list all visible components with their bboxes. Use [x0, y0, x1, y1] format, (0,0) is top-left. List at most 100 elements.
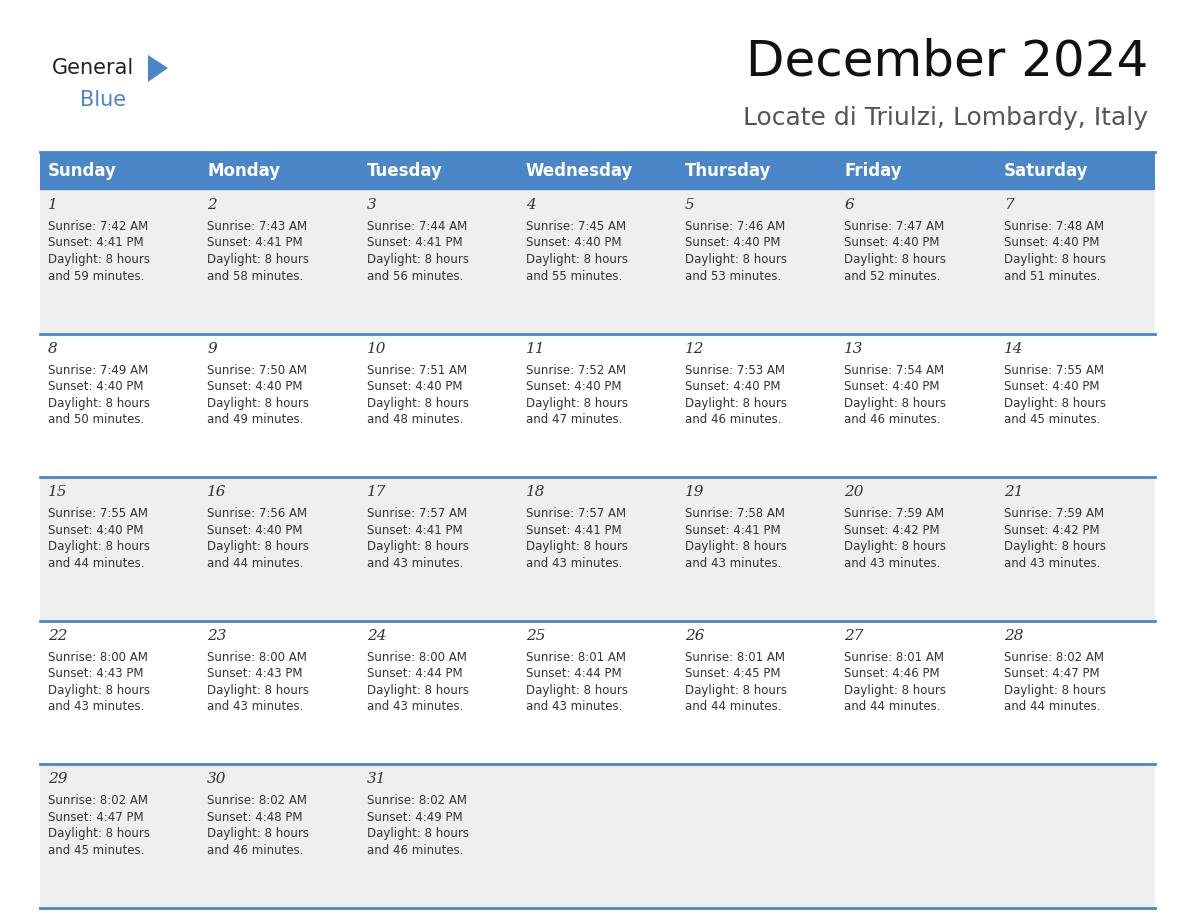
Text: 3: 3 [367, 198, 377, 212]
Text: Saturday: Saturday [1004, 162, 1088, 180]
Text: and 55 minutes.: and 55 minutes. [526, 270, 623, 283]
Text: and 46 minutes.: and 46 minutes. [367, 844, 463, 856]
Text: 17: 17 [367, 486, 386, 499]
Text: Sunrise: 7:58 AM: Sunrise: 7:58 AM [685, 508, 785, 521]
Text: and 47 minutes.: and 47 minutes. [526, 413, 623, 426]
Text: Daylight: 8 hours: Daylight: 8 hours [367, 397, 468, 409]
Text: 14: 14 [1004, 341, 1023, 355]
Text: Daylight: 8 hours: Daylight: 8 hours [207, 253, 309, 266]
Text: Sunrise: 7:46 AM: Sunrise: 7:46 AM [685, 220, 785, 233]
Text: Daylight: 8 hours: Daylight: 8 hours [685, 397, 788, 409]
Text: Sunrise: 8:00 AM: Sunrise: 8:00 AM [367, 651, 467, 664]
Text: 21: 21 [1004, 486, 1023, 499]
Text: Sunrise: 8:00 AM: Sunrise: 8:00 AM [207, 651, 308, 664]
Text: Daylight: 8 hours: Daylight: 8 hours [1004, 397, 1106, 409]
Text: Daylight: 8 hours: Daylight: 8 hours [207, 397, 309, 409]
Text: and 43 minutes.: and 43 minutes. [367, 700, 463, 713]
Text: Daylight: 8 hours: Daylight: 8 hours [48, 540, 150, 554]
Text: Sunrise: 7:50 AM: Sunrise: 7:50 AM [207, 364, 308, 376]
Text: 1: 1 [48, 198, 58, 212]
Text: 20: 20 [845, 486, 864, 499]
Text: 18: 18 [526, 486, 545, 499]
Text: Sunrise: 7:49 AM: Sunrise: 7:49 AM [48, 364, 148, 376]
Bar [40, 621, 1155, 765]
Text: Sunrise: 7:55 AM: Sunrise: 7:55 AM [48, 508, 148, 521]
Text: Daylight: 8 hours: Daylight: 8 hours [48, 397, 150, 409]
Text: Sunset: 4:47 PM: Sunset: 4:47 PM [48, 811, 144, 823]
Text: Sunset: 4:42 PM: Sunset: 4:42 PM [845, 523, 940, 537]
Text: Sunrise: 7:54 AM: Sunrise: 7:54 AM [845, 364, 944, 376]
Text: Daylight: 8 hours: Daylight: 8 hours [845, 397, 947, 409]
Text: Sunrise: 7:52 AM: Sunrise: 7:52 AM [526, 364, 626, 376]
Text: Sunset: 4:48 PM: Sunset: 4:48 PM [207, 811, 303, 823]
Text: 7: 7 [1004, 198, 1013, 212]
Text: Friday: Friday [845, 162, 902, 180]
Text: Sunrise: 7:47 AM: Sunrise: 7:47 AM [845, 220, 944, 233]
Text: Daylight: 8 hours: Daylight: 8 hours [685, 540, 788, 554]
Text: Daylight: 8 hours: Daylight: 8 hours [526, 397, 627, 409]
Text: Daylight: 8 hours: Daylight: 8 hours [367, 253, 468, 266]
Text: Daylight: 8 hours: Daylight: 8 hours [685, 253, 788, 266]
Text: Daylight: 8 hours: Daylight: 8 hours [367, 684, 468, 697]
Text: Daylight: 8 hours: Daylight: 8 hours [367, 540, 468, 554]
Text: Sunrise: 8:02 AM: Sunrise: 8:02 AM [1004, 651, 1104, 664]
Text: 27: 27 [845, 629, 864, 643]
Text: 6: 6 [845, 198, 854, 212]
Text: Sunrise: 7:55 AM: Sunrise: 7:55 AM [1004, 364, 1104, 376]
Text: Sunrise: 8:01 AM: Sunrise: 8:01 AM [845, 651, 944, 664]
Text: Sunset: 4:40 PM: Sunset: 4:40 PM [1004, 380, 1099, 393]
Text: 15: 15 [48, 486, 68, 499]
Text: Daylight: 8 hours: Daylight: 8 hours [845, 253, 947, 266]
Text: Sunrise: 7:43 AM: Sunrise: 7:43 AM [207, 220, 308, 233]
Bar [40, 333, 1155, 477]
Text: and 45 minutes.: and 45 minutes. [1004, 413, 1100, 426]
Text: 4: 4 [526, 198, 536, 212]
Bar [40, 765, 1155, 908]
Text: Sunset: 4:41 PM: Sunset: 4:41 PM [526, 523, 621, 537]
Text: Locate di Triulzi, Lombardy, Italy: Locate di Triulzi, Lombardy, Italy [742, 106, 1148, 130]
Text: and 46 minutes.: and 46 minutes. [845, 413, 941, 426]
Text: Sunset: 4:45 PM: Sunset: 4:45 PM [685, 667, 781, 680]
Text: Sunset: 4:40 PM: Sunset: 4:40 PM [1004, 237, 1099, 250]
Text: Sunrise: 7:56 AM: Sunrise: 7:56 AM [207, 508, 308, 521]
Text: Sunrise: 8:02 AM: Sunrise: 8:02 AM [207, 794, 308, 808]
Text: Thursday: Thursday [685, 162, 771, 180]
Text: Sunset: 4:40 PM: Sunset: 4:40 PM [207, 380, 303, 393]
Text: and 43 minutes.: and 43 minutes. [207, 700, 304, 713]
Text: Sunset: 4:40 PM: Sunset: 4:40 PM [48, 523, 144, 537]
Text: Sunset: 4:43 PM: Sunset: 4:43 PM [48, 667, 144, 680]
Text: and 43 minutes.: and 43 minutes. [845, 556, 941, 570]
Text: and 43 minutes.: and 43 minutes. [1004, 556, 1100, 570]
Polygon shape [148, 55, 168, 82]
Text: Sunrise: 7:48 AM: Sunrise: 7:48 AM [1004, 220, 1104, 233]
Text: and 45 minutes.: and 45 minutes. [48, 844, 145, 856]
Text: and 43 minutes.: and 43 minutes. [685, 556, 782, 570]
Text: and 59 minutes.: and 59 minutes. [48, 270, 145, 283]
Text: Sunrise: 8:01 AM: Sunrise: 8:01 AM [526, 651, 626, 664]
Text: Daylight: 8 hours: Daylight: 8 hours [1004, 540, 1106, 554]
Text: Sunset: 4:40 PM: Sunset: 4:40 PM [526, 380, 621, 393]
Text: 13: 13 [845, 341, 864, 355]
Text: Sunset: 4:40 PM: Sunset: 4:40 PM [526, 237, 621, 250]
Text: General: General [52, 58, 134, 78]
Text: Daylight: 8 hours: Daylight: 8 hours [845, 684, 947, 697]
Text: Sunset: 4:43 PM: Sunset: 4:43 PM [207, 667, 303, 680]
Text: Daylight: 8 hours: Daylight: 8 hours [685, 684, 788, 697]
Bar [40, 190, 1155, 333]
Text: Daylight: 8 hours: Daylight: 8 hours [207, 827, 309, 840]
Text: 12: 12 [685, 341, 704, 355]
Text: Sunset: 4:40 PM: Sunset: 4:40 PM [48, 380, 144, 393]
Text: Sunset: 4:47 PM: Sunset: 4:47 PM [1004, 667, 1099, 680]
Text: Sunset: 4:41 PM: Sunset: 4:41 PM [685, 523, 781, 537]
Text: and 43 minutes.: and 43 minutes. [526, 700, 623, 713]
Text: Sunset: 4:40 PM: Sunset: 4:40 PM [367, 380, 462, 393]
Text: Sunrise: 8:02 AM: Sunrise: 8:02 AM [367, 794, 467, 808]
Text: 22: 22 [48, 629, 68, 643]
Text: Sunrise: 7:51 AM: Sunrise: 7:51 AM [367, 364, 467, 376]
Text: 19: 19 [685, 486, 704, 499]
Text: Sunrise: 7:57 AM: Sunrise: 7:57 AM [367, 508, 467, 521]
Text: and 53 minutes.: and 53 minutes. [685, 270, 782, 283]
Text: Sunday: Sunday [48, 162, 116, 180]
Text: Daylight: 8 hours: Daylight: 8 hours [1004, 253, 1106, 266]
Text: Sunset: 4:44 PM: Sunset: 4:44 PM [526, 667, 621, 680]
